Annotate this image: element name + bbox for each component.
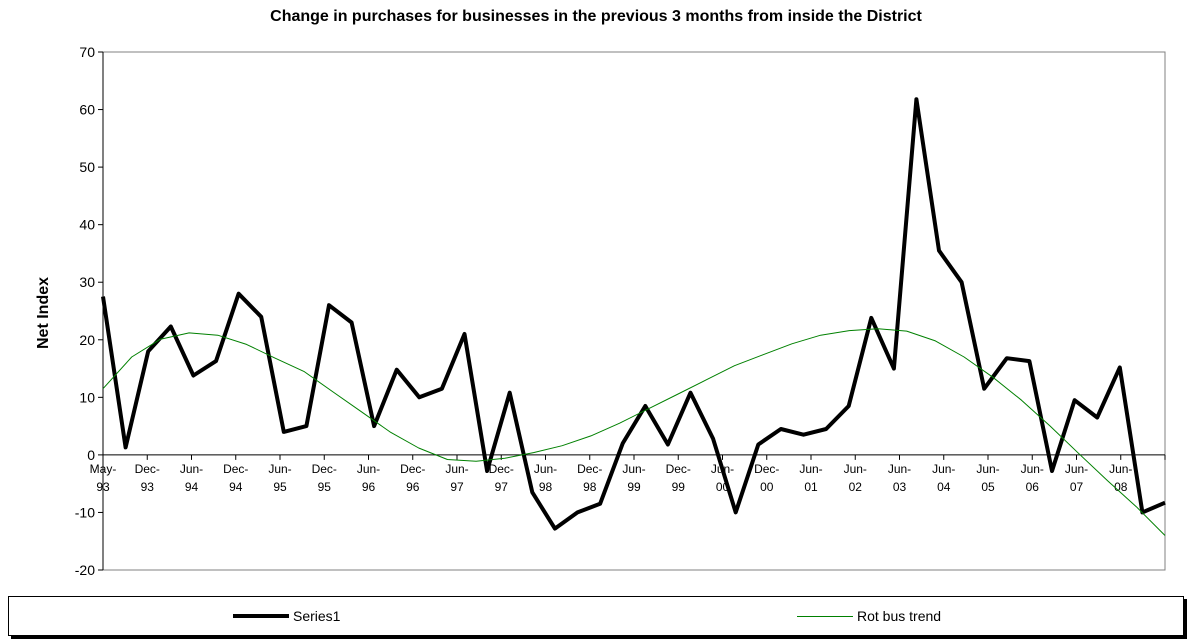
x-tick-label: Dec-: [223, 462, 248, 476]
x-tick-label: Jun-: [534, 462, 557, 476]
y-tick-label: -20: [75, 562, 95, 578]
x-tick-label: Dec-: [400, 462, 425, 476]
legend-label-series1: Series1: [293, 608, 341, 624]
x-tick-label: Jun-: [1021, 462, 1044, 476]
x-tick-label: Jun-: [268, 462, 291, 476]
x-tick-label: Dec-: [666, 462, 691, 476]
x-tick-label: Dec-: [489, 462, 514, 476]
x-tick-label: Dec-: [754, 462, 779, 476]
legend: Series1 Rot bus trend: [8, 596, 1184, 636]
x-axis: May- 93 Dec- 93 Jun- 94 Dec- 94 Jun- 95 Dec- 95 Jun-…: [90, 454, 1166, 494]
y-tick-label: 0: [87, 447, 95, 463]
x-tick-label: 97: [450, 480, 464, 494]
y-tick-label: 40: [79, 217, 95, 233]
x-tick-label: 93: [96, 480, 110, 494]
x-tick-label: 06: [1026, 480, 1040, 494]
x-tick-label: Jun-: [976, 462, 999, 476]
y-tick-label: 50: [79, 159, 95, 175]
x-tick-label: Jun-: [622, 462, 645, 476]
x-tick-label: 00: [760, 480, 774, 494]
x-tick-label: Jun-: [932, 462, 955, 476]
x-tick-label: Dec-: [577, 462, 602, 476]
x-tick-label: 03: [893, 480, 907, 494]
x-tick-label: Jun-: [1065, 462, 1088, 476]
x-tick-label: Jun-: [445, 462, 468, 476]
legend-swatch-series1: [233, 614, 289, 618]
x-tick-label: 08: [1114, 480, 1128, 494]
y-tick-label: 60: [79, 102, 95, 118]
x-tick-label: 96: [362, 480, 376, 494]
y-tick-label: 20: [79, 332, 95, 348]
y-tick-label: -10: [75, 504, 95, 520]
x-tick-label: 98: [583, 480, 597, 494]
x-tick-label: Jun-: [180, 462, 203, 476]
x-tick-label: May-: [90, 462, 117, 476]
y-tick-label: 10: [79, 389, 95, 405]
trend-line: [102, 328, 1166, 536]
x-tick-label: Jun-: [888, 462, 911, 476]
series1-line: [101, 97, 1166, 531]
x-tick-label: 93: [141, 480, 155, 494]
x-tick-label: 02: [849, 480, 863, 494]
x-tick-label: 99: [627, 480, 641, 494]
x-tick-label: 98: [539, 480, 553, 494]
series-lines: [101, 97, 1166, 536]
y-tick-label: 30: [79, 274, 95, 290]
y-axis-title: Net Index: [35, 277, 52, 349]
x-tick-label: 96: [406, 480, 420, 494]
x-tick-label: 99: [672, 480, 686, 494]
x-tick-label: Dec-: [135, 462, 160, 476]
y-tick-label: 70: [79, 44, 95, 60]
x-tick-label: 95: [273, 480, 287, 494]
x-tick-label: 94: [229, 480, 243, 494]
legend-item-series1: Series1: [233, 597, 340, 635]
x-tick-label: 95: [318, 480, 332, 494]
x-tick-label: 94: [185, 480, 199, 494]
legend-item-trend: Rot bus trend: [797, 597, 941, 635]
x-tick-label: Jun-: [844, 462, 867, 476]
x-tick-label: Jun-: [799, 462, 822, 476]
y-axis: -20 -10 0 10 20 30 40 50 60 70: [75, 44, 104, 578]
x-tick-label: Dec-: [312, 462, 337, 476]
legend-label-trend: Rot bus trend: [857, 608, 942, 624]
x-tick-label: Jun-: [357, 462, 380, 476]
x-tick-label: 01: [804, 480, 818, 494]
x-tick-label: 04: [937, 480, 951, 494]
x-tick-label: Jun-: [1109, 462, 1132, 476]
x-tick-label: 07: [1070, 480, 1084, 494]
chart-title: Change in purchases for businesses in th…: [270, 8, 922, 25]
legend-swatch-trend: [797, 615, 853, 617]
x-tick-label: 97: [495, 480, 509, 494]
x-tick-label: 05: [981, 480, 995, 494]
